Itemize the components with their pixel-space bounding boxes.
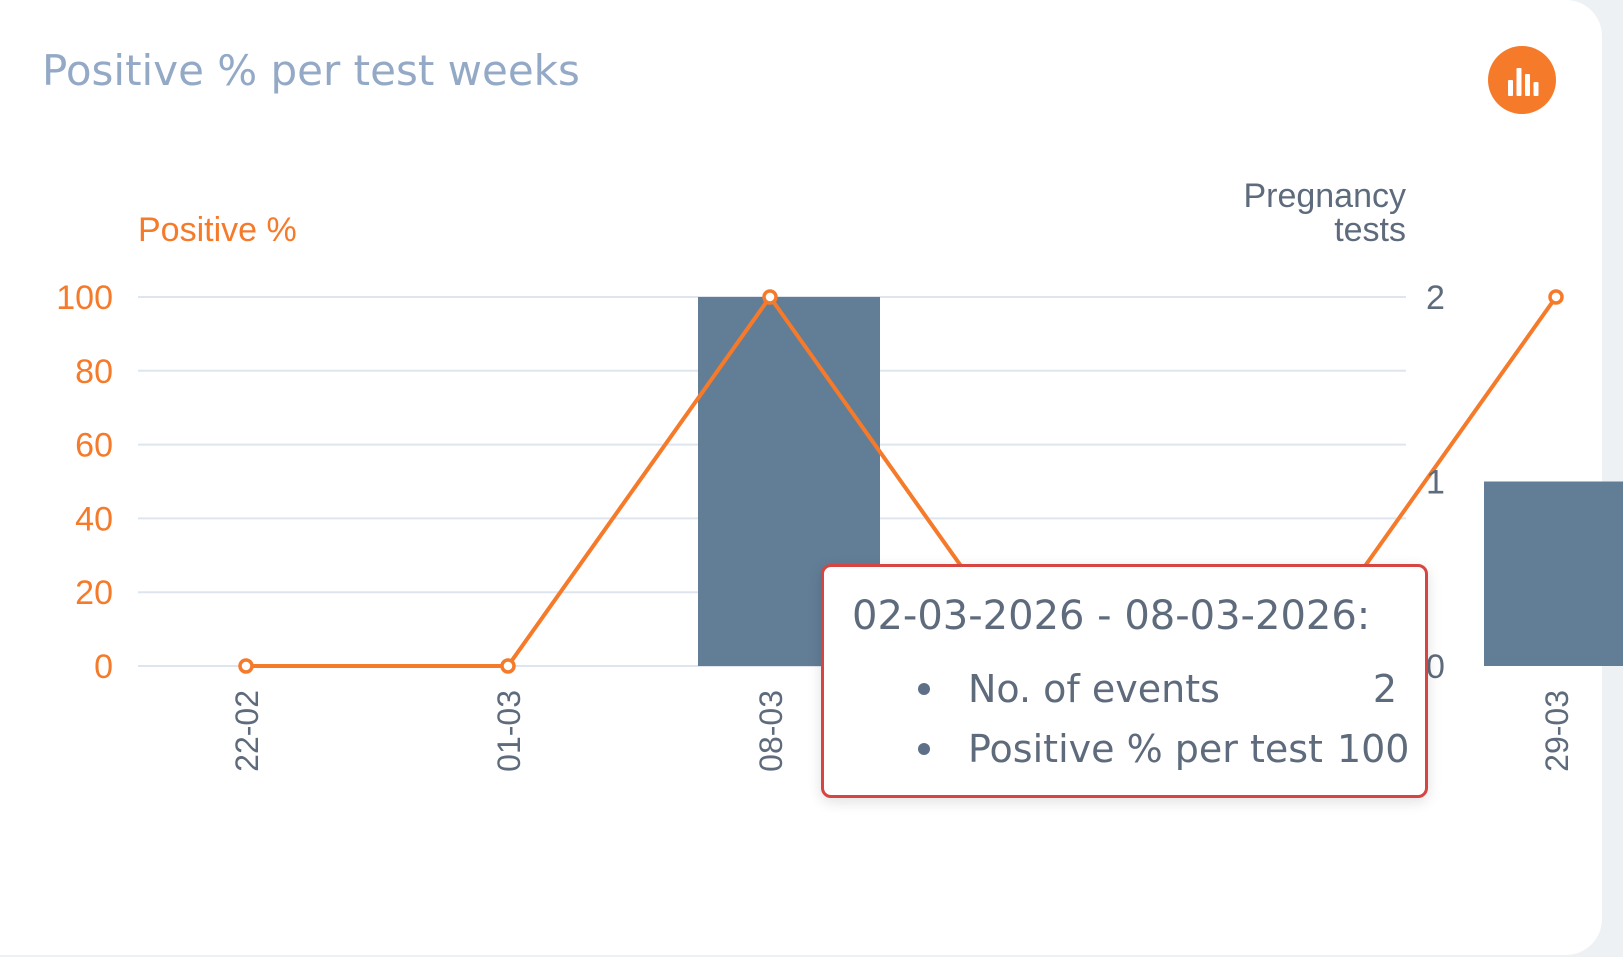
left-tick-label: 100 <box>56 279 113 317</box>
chart-tooltip: 02-03-2026 - 08-03-2026: No. of events 2… <box>821 564 1428 798</box>
left-tick-label: 80 <box>75 353 113 391</box>
bar-chart-icon <box>1508 68 1539 96</box>
left-tick-label: 60 <box>75 427 113 465</box>
tooltip-item-value: 2 <box>1372 667 1397 711</box>
tooltip-title: 02-03-2026 - 08-03-2026: <box>852 593 1371 639</box>
left-tick-label: 0 <box>94 648 113 686</box>
right-axis-label-line-2: tests <box>1334 211 1406 249</box>
tooltip-item-value: 100 <box>1336 727 1410 771</box>
line-point <box>500 658 516 674</box>
tooltip-item-label: Positive % per test <box>968 727 1323 771</box>
left-tick-label: 40 <box>75 500 113 538</box>
right-axis-label-line-1: Pregnancy <box>1243 177 1406 215</box>
card-title: Positive % per test weeks <box>42 46 580 95</box>
chart-type-button[interactable] <box>1488 46 1556 114</box>
tooltip-list: No. of events 2 Positive % per test 100 <box>852 659 1409 779</box>
x-tick-label: 01-03 <box>491 690 527 772</box>
line-point <box>762 289 778 305</box>
left-axis-label: Positive % <box>138 211 297 249</box>
x-tick-label: 29-03 <box>1539 690 1575 772</box>
tooltip-item-label: No. of events <box>968 667 1220 711</box>
line-point <box>238 658 254 674</box>
tooltip-item-positive: Positive % per test 100 <box>852 719 1409 779</box>
right-tick-label: 0 <box>1426 648 1445 686</box>
left-tick-label: 20 <box>75 574 113 612</box>
x-tick-label: 22-02 <box>229 690 265 772</box>
right-tick-label: 1 <box>1426 464 1445 502</box>
bullet-icon <box>918 683 930 695</box>
tooltip-item-events: No. of events 2 <box>852 659 1397 719</box>
bullet-icon <box>918 743 930 755</box>
bar <box>1484 481 1623 666</box>
x-tick-label: 08-03 <box>753 690 789 772</box>
line-point <box>1548 289 1564 305</box>
right-tick-label: 2 <box>1426 279 1445 317</box>
